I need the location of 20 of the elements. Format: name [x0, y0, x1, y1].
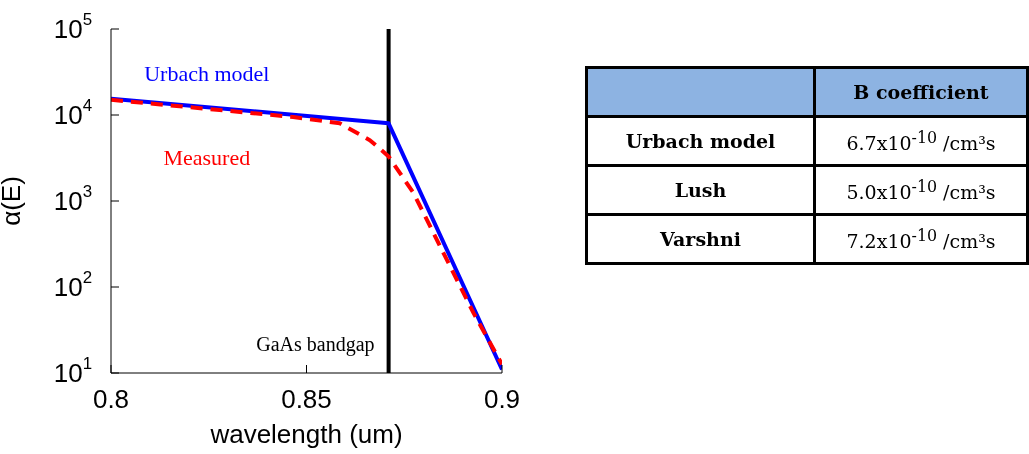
- x-tick-label: 0.85: [281, 384, 332, 414]
- text: Urbach model: [586, 116, 815, 166]
- y-tick-label: 10$^{2}$: [53, 268, 93, 302]
- y-tick-label: 10$^{4}$: [53, 96, 93, 130]
- text: 5.0x10$^{-10}$ /cm³s: [814, 165, 1028, 215]
- y-tick-label: 10$^{3}$: [53, 182, 93, 216]
- y-tick-label: 10$^{5}$: [53, 10, 93, 44]
- series-label: Urbach model: [144, 60, 270, 87]
- ref-line-label: GaAs bandgap: [256, 333, 375, 356]
- text: B coefficient: [814, 67, 1028, 117]
- x-tick-label: 0.8: [92, 384, 130, 414]
- y-tick-label: 10$^{1}$: [53, 354, 93, 388]
- text: 7.2x10$^{-10}$ /cm³s: [814, 214, 1028, 264]
- x-axis-title: wavelength (um): [209, 419, 403, 449]
- text: Varshni: [586, 214, 815, 264]
- x-tick-label: 0.9: [483, 384, 521, 414]
- text: 6.7x10$^{-10}$ /cm³s: [814, 116, 1028, 166]
- series-label: Measured: [163, 144, 251, 171]
- text: Lush: [586, 165, 815, 215]
- y-axis-title: α(E): [0, 176, 27, 226]
